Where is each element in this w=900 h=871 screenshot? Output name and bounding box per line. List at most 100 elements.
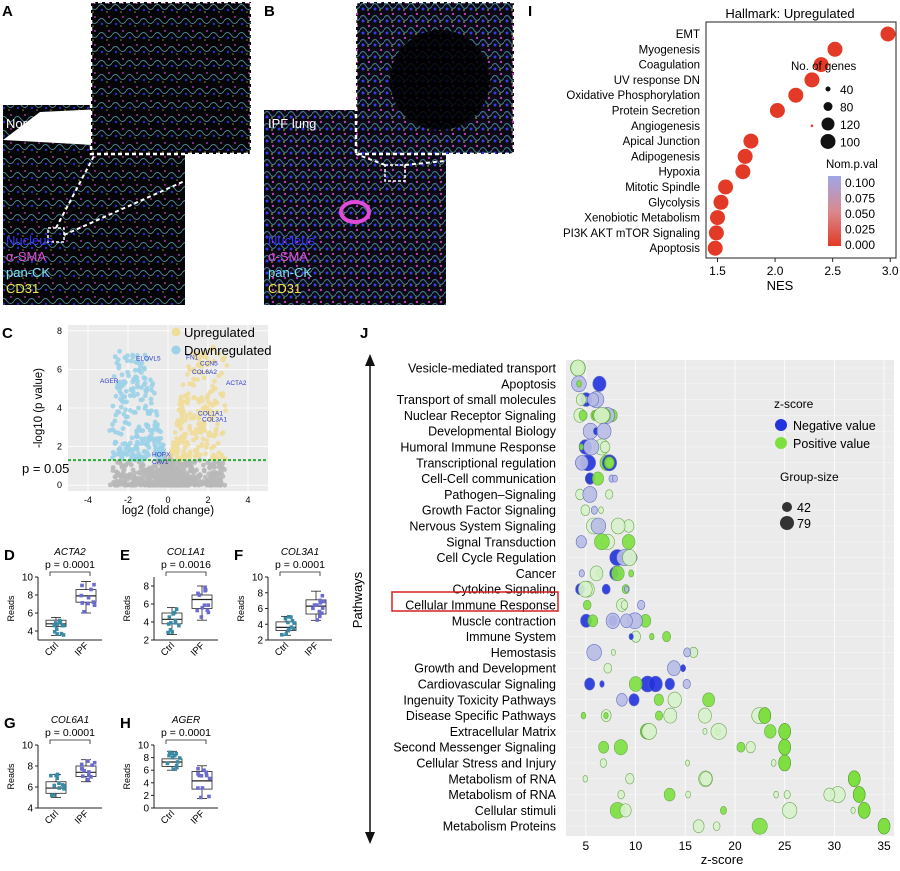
volcano-point (213, 428, 219, 434)
hallmark-dot (707, 240, 723, 256)
volcano-point (114, 360, 120, 366)
volcano-point (192, 481, 197, 487)
volcano-point (125, 449, 130, 454)
pathway-bubble (589, 565, 604, 582)
data-point (195, 608, 200, 613)
volcano-point (222, 403, 228, 408)
volcano-point (171, 464, 177, 470)
pathway-x-tick-label: 15 (679, 839, 693, 853)
volcano-x-tick: 0 (165, 495, 170, 505)
p-value-label: p = 0.0001 (275, 559, 325, 571)
data-point (53, 621, 58, 625)
volcano-point (174, 451, 180, 457)
group-size-legend-dot (780, 516, 794, 530)
group-label: IPF (189, 640, 207, 658)
group-label: Ctrl (159, 808, 177, 826)
volcano-point (149, 387, 154, 393)
volcano-point (219, 431, 225, 436)
pathway-bubble (620, 600, 629, 610)
data-point (289, 625, 294, 629)
volcano-y-tick: 2 (57, 442, 62, 452)
data-point (166, 622, 171, 626)
pathway-bubble (577, 580, 593, 598)
panel-letter: D (4, 547, 15, 564)
group-label: IPF (73, 808, 91, 826)
y-tick-label: 4 (27, 804, 33, 815)
volcano-point (196, 416, 202, 422)
volcano-x-tick: 2 (205, 495, 210, 505)
gene-label: COL1A1 (198, 411, 223, 418)
volcano-point (203, 474, 208, 480)
y-tick-label: 8 (143, 582, 149, 593)
pathway-label: Cardiovascular Signaling (418, 678, 556, 692)
hallmark-x-tick-label: 2.0 (767, 264, 784, 278)
gene-count-legend-dot (825, 86, 831, 92)
volcano-point (199, 441, 205, 447)
pathway-bubble (612, 474, 618, 483)
volcano-legend-label: Upregulated (184, 325, 255, 340)
data-point (312, 603, 317, 607)
y-tick-label: 4 (27, 627, 33, 638)
p-value-label: p = 0.0001 (45, 727, 95, 739)
pathway-bubble (583, 599, 592, 611)
pathway-label: Immune System (466, 630, 556, 644)
volcano-point (112, 441, 118, 446)
data-point (206, 610, 211, 615)
volcano-point (178, 439, 183, 444)
group-label: IPF (303, 640, 321, 658)
hallmark-dot (713, 194, 729, 210)
volcano-point (133, 359, 139, 365)
pathway-bubble (610, 648, 616, 656)
y-tick-label: 8 (27, 762, 33, 773)
volcano-point (142, 352, 148, 358)
pval-tick-label: 0.000 (845, 238, 875, 252)
pathway-label: Cancer (516, 567, 556, 581)
hallmark-category-label: Angiogenesis (631, 121, 700, 133)
gene-label: AGER (100, 378, 119, 385)
pathway-bubble (593, 407, 610, 424)
pathway-bubble (620, 613, 633, 629)
channel-label: CD31 (268, 281, 301, 296)
volcano-point (200, 436, 206, 442)
volcano-point (121, 469, 126, 474)
volcano-point (198, 370, 203, 376)
volcano-point (123, 463, 128, 468)
pathway-bubble (592, 375, 607, 392)
volcano-point (181, 409, 186, 415)
volcano-point (192, 453, 198, 459)
data-point (290, 618, 295, 623)
pathway-bubble (847, 770, 861, 788)
volcano-point (196, 356, 202, 362)
volcano-point (143, 389, 149, 394)
panel-letter: F (234, 547, 243, 564)
pathway-x-tick-label: 30 (828, 839, 842, 853)
y-tick-label: 10 (138, 741, 150, 752)
pathway-bubble (649, 633, 655, 641)
y-axis-label: Reads (236, 595, 246, 622)
pathway-bubble (850, 806, 856, 814)
panel-i: I Hallmark: Upregulated EMT Myogenesis Coa… (528, 3, 899, 293)
volcano-point (204, 407, 210, 413)
pathway-bubble (877, 817, 891, 835)
panel-letter-i: I (528, 3, 532, 20)
data-point (80, 601, 85, 605)
gene-name: ACTA2 (53, 547, 86, 558)
gene-name: AGER (171, 715, 200, 726)
data-point (51, 793, 56, 797)
gene-label: COL3A1 (202, 417, 227, 424)
volcano-point (195, 377, 201, 382)
pathway-bubble (654, 710, 663, 721)
pathway-bubble (570, 359, 586, 377)
volcano-point (126, 373, 131, 379)
threshold-label: p = 0.05 (22, 461, 69, 476)
gene-name: COL3A1 (281, 547, 319, 558)
pathway-bubble (596, 422, 612, 440)
box (75, 765, 97, 777)
data-point (170, 755, 175, 760)
volcano-point (215, 421, 220, 427)
group-size-legend-label: 79 (797, 517, 811, 531)
volcano-point (148, 400, 154, 406)
gene-count-legend-label: 80 (840, 101, 854, 115)
volcano-point (199, 410, 205, 416)
